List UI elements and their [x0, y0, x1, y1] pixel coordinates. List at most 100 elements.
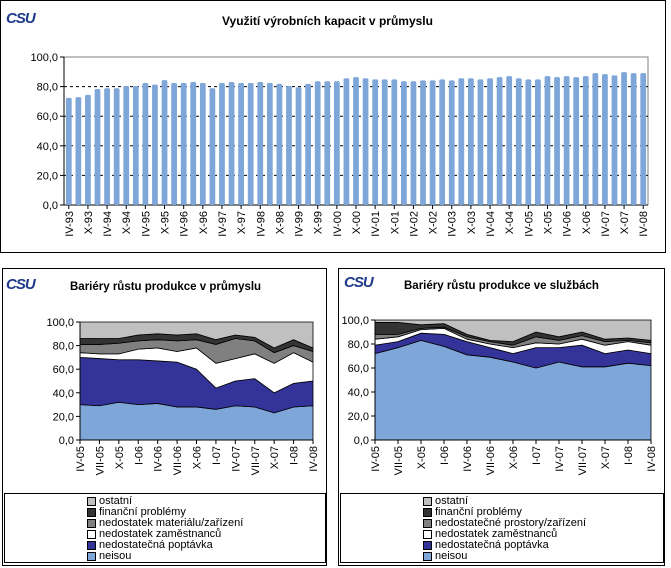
top-x-tick-label: IV-93: [64, 211, 76, 237]
top-x-tick-label: X-07: [619, 211, 631, 234]
bar: [582, 76, 589, 205]
bar: [353, 77, 359, 205]
top-x-tick-label: IV-95: [140, 211, 152, 237]
bar: [410, 81, 417, 205]
bar: [381, 79, 388, 205]
top-y-tick-label: 60,0: [37, 111, 58, 123]
industry-x-tick-label: X-05: [114, 446, 126, 469]
services-x-tick-label: I-06: [439, 446, 451, 465]
bar: [420, 80, 426, 205]
legend-swatch: [423, 519, 432, 528]
top-x-tick-label: IV-01: [370, 211, 382, 237]
services-y-tick-label: 60,0: [348, 363, 369, 375]
top-x-tick-label: X-97: [236, 211, 248, 234]
services-area-ostatn-: [374, 319, 652, 343]
top-x-tick-label: X-93: [83, 211, 95, 234]
services-x-tick-label: X-06: [508, 446, 520, 469]
industry-legend: ostatní finanční problémy nedostatek mater…: [4, 493, 326, 563]
legend-swatch: [423, 497, 432, 506]
bar: [314, 81, 321, 205]
industry-x-tick-label: IV-06: [153, 446, 165, 472]
legend-item: nedostatečné prostory/zařízení: [423, 518, 586, 529]
legend-item: nedostatečná poptávka: [87, 540, 243, 551]
bar: [362, 78, 369, 205]
legend-item: nedostatek zaměstnanců: [423, 529, 586, 540]
top-y-tick-label: 20,0: [37, 170, 58, 182]
top-x-tick-label: IV-04: [485, 211, 497, 237]
top-y-tick-label: 80,0: [37, 82, 58, 94]
top-x-tick-label: IV-07: [600, 211, 612, 237]
legend-label: finanční problémy: [435, 506, 522, 518]
industry-x-tick-label: IV-05: [75, 446, 87, 472]
top-x-tick-label: IV-05: [523, 211, 535, 237]
bar: [439, 79, 446, 205]
bar: [343, 78, 350, 205]
bar: [286, 86, 292, 205]
legend-label: nedostatečná poptávka: [435, 539, 549, 551]
legend-label: nedostatek zaměstnanců: [99, 528, 222, 540]
bar: [592, 73, 599, 205]
legend-swatch: [423, 508, 432, 517]
bar: [477, 79, 484, 205]
top-x-tick-label: X-03: [466, 211, 478, 234]
legend-label: nedostatečná poptávka: [99, 539, 213, 551]
industry-x-tick-label: X-06: [192, 446, 204, 469]
legend-item: ostatní: [423, 496, 586, 507]
bar: [448, 80, 455, 205]
bar: [295, 87, 302, 205]
bar: [602, 74, 608, 205]
bar: [506, 76, 513, 205]
bar: [525, 79, 532, 205]
bar: [611, 75, 618, 206]
bar: [305, 83, 312, 205]
top-plot-border: [64, 56, 649, 205]
top-x-tick-label: X-96: [198, 211, 210, 234]
industry-y-tick-label: 40,0: [53, 388, 74, 400]
top-y-tick-label: 0,0: [43, 200, 58, 212]
legend-swatch: [87, 541, 96, 550]
bar: [171, 83, 177, 205]
bar: [65, 97, 72, 205]
csu-logo: CSU: [6, 10, 36, 27]
services-x-tick-label: IV-08: [646, 446, 658, 472]
bar: [266, 83, 273, 205]
industry-y-tick-label: 100,0: [46, 317, 74, 329]
top-x-tick-label: X-02: [428, 211, 440, 234]
bar: [228, 82, 235, 205]
top-x-tick-label: IV-99: [294, 211, 306, 237]
top-x-tick-label: IV-97: [217, 211, 229, 237]
bar: [630, 73, 637, 205]
top-x-tick-label: X-01: [389, 211, 401, 234]
industry-chart-title: Bariéry růstu produkce v průmyslu: [70, 281, 262, 293]
bar: [132, 86, 139, 205]
bar: [190, 82, 197, 205]
bar: [496, 77, 503, 205]
bar: [372, 79, 379, 205]
csu-logo: CSU: [6, 276, 36, 293]
services-y-tick-label: 0,0: [354, 435, 369, 447]
services-x-tick-label: IV-07: [554, 446, 566, 472]
services-y-tick-label: 20,0: [348, 411, 369, 423]
industry-x-tick-label: X-07: [269, 446, 281, 469]
top-x-tick-label: X-06: [581, 211, 593, 234]
industry-y-tick-label: 60,0: [53, 364, 74, 376]
services-x-tick-label: IV-05: [370, 446, 382, 472]
bar: [152, 84, 158, 205]
legend-swatch: [423, 541, 432, 550]
services-chart-title: Bariéry růstu produkce ve službách: [404, 280, 599, 292]
bar: [238, 83, 244, 205]
legend-swatch: [423, 530, 432, 539]
services-x-tick-label: VII-05: [393, 446, 405, 475]
bar: [554, 77, 560, 205]
services-y-tick-label: 100,0: [341, 315, 369, 327]
top-x-tick-label: IV-96: [179, 211, 191, 237]
industry-x-tick-label: IV-07: [230, 446, 242, 472]
industry-x-tick-label: VII-07: [250, 446, 262, 475]
industry-x-tick-label: IV-08: [308, 446, 320, 472]
legend-label: nedostatek materiálu/zařízení: [99, 517, 244, 529]
services-x-tick-label: X-07: [600, 446, 612, 469]
legend-item: finanční problémy: [87, 507, 243, 518]
legend-label: ostatní: [99, 495, 133, 507]
bar: [487, 78, 493, 205]
